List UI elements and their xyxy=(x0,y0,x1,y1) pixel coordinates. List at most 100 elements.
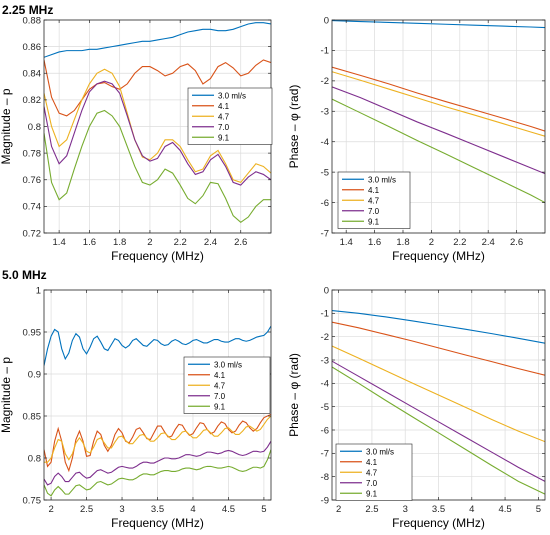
y-tick-label: -3 xyxy=(321,355,329,366)
legend-entry-1: 3.0 ml/s xyxy=(218,91,246,100)
y-axis-label: Phase – φ (rad) xyxy=(287,353,301,437)
row-title-5-0-mhz: 5.0 MHz xyxy=(2,268,47,282)
legend-entry-2: 4.1 xyxy=(366,458,378,467)
legend-entry-3: 4.7 xyxy=(214,381,226,390)
x-tick-label: 2.2 xyxy=(453,237,466,248)
y-tick-label: 0.95 xyxy=(23,327,42,338)
y-tick-label: 0.86 xyxy=(23,42,42,53)
legend-entry-2: 4.1 xyxy=(218,102,230,111)
series-line-5 xyxy=(332,366,545,495)
x-tick-label: 5 xyxy=(536,504,541,515)
x-tick-label: 2 xyxy=(336,504,341,515)
x-tick-label: 4.5 xyxy=(498,504,511,515)
y-axis-label: Magnitude – p xyxy=(0,357,13,433)
legend-entry-1: 3.0 ml/s xyxy=(366,447,394,456)
legend-entry-2: 4.1 xyxy=(214,371,226,380)
x-tick-label: 3.5 xyxy=(432,504,445,515)
y-tick-label: 0.74 xyxy=(23,202,42,213)
x-tick-label: 2.6 xyxy=(234,237,247,248)
chart-panel-2: 1.4 1.6 1.8 2 2.2 2.4 2.6 -7 -6 -5 -4 -3 -2 -1 0 Freque… xyxy=(287,15,546,263)
x-tick-label: 1.4 xyxy=(53,237,66,248)
x-axis-label: Frequency (MHz) xyxy=(111,249,204,263)
y-tick-label: -1 xyxy=(321,46,329,57)
legend: 3.0 ml/s 4.14.7 7.09.1 xyxy=(187,87,273,145)
y-tick-label: -6 xyxy=(321,198,329,209)
y-tick-label: -5 xyxy=(321,402,329,413)
y-tick-label: -8 xyxy=(321,472,329,483)
y-tick-label: -3 xyxy=(321,107,329,118)
x-tick-label: 5 xyxy=(261,504,266,515)
x-tick-label: 2.4 xyxy=(482,237,495,248)
chart-panel-4: 2 2.5 3 3.5 4 4.5 5 -9 -8 -7 -6 -5 -4 -3 -2 -1 0 Frequenc… xyxy=(287,285,546,530)
legend-entry-5: 9.1 xyxy=(218,133,230,142)
x-tick-label: 2 xyxy=(48,504,53,515)
y-tick-label: 0.78 xyxy=(23,148,42,159)
x-axis-label: Frequency (MHz) xyxy=(392,249,485,263)
x-axis-label: Frequency (MHz) xyxy=(392,516,485,530)
series-line-3 xyxy=(332,71,545,137)
series-line-4 xyxy=(44,440,271,486)
y-axis-label: Phase – φ (rad) xyxy=(287,85,301,169)
x-tick-label: 2 xyxy=(429,237,434,248)
x-tick-label: 1.8 xyxy=(396,237,409,248)
legend-entry-4: 7.0 xyxy=(366,479,378,488)
y-tick-label: 0.84 xyxy=(23,69,42,80)
y-tick-label: -4 xyxy=(321,137,329,148)
y-tick-label: -7 xyxy=(321,449,329,460)
series-line-1 xyxy=(44,22,271,58)
legend-entry-5: 9.1 xyxy=(366,489,378,498)
y-tick-label: 0.8 xyxy=(28,122,41,133)
x-tick-label: 2.5 xyxy=(80,504,93,515)
y-tick-label: -2 xyxy=(321,76,329,87)
y-tick-label: 0 xyxy=(324,285,329,296)
chart-panel-3: 2 2.5 3 3.5 4 4.5 5 0.75 0.8 0.85 0.9 0.95 1 Frequenc… xyxy=(0,285,272,530)
row-title-2-25-mhz: 2.25 MHz xyxy=(2,3,54,17)
series-line-4 xyxy=(332,86,545,175)
y-tick-label: -6 xyxy=(321,425,329,436)
x-tick-label: 2.4 xyxy=(204,237,217,248)
series-line-5 xyxy=(44,109,271,224)
y-tick-label: -1 xyxy=(321,309,329,320)
y-tick-label: 0.72 xyxy=(23,228,42,239)
y-tick-label: -9 xyxy=(321,495,329,506)
series-line-1 xyxy=(332,309,545,344)
legend-entry-1: 3.0 ml/s xyxy=(214,360,242,369)
y-tick-label: -5 xyxy=(321,167,329,178)
series-line-5 xyxy=(44,449,271,497)
x-tick-label: 4 xyxy=(190,504,195,515)
legend-entry-4: 7.0 xyxy=(368,207,380,216)
series-line-5 xyxy=(332,98,545,204)
y-tick-label: 0.88 xyxy=(23,15,42,26)
y-tick-label: 0.8 xyxy=(28,453,41,464)
legend: 3.0 ml/s 4.14.7 7.09.1 xyxy=(183,356,271,414)
series-line-1 xyxy=(332,20,545,29)
series-line-3 xyxy=(44,415,271,463)
legend: 3.0 ml/s 4.14.7 7.09.1 xyxy=(335,443,413,501)
y-tick-label: 0.76 xyxy=(23,175,42,186)
legend-entry-3: 4.7 xyxy=(218,112,230,121)
y-tick-label: 0.82 xyxy=(23,95,42,106)
y-tick-label: 0 xyxy=(324,15,329,26)
x-tick-label: 3 xyxy=(119,504,124,515)
legend-entry-3: 4.7 xyxy=(366,468,378,477)
x-tick-label: 3 xyxy=(403,504,408,515)
legend-entry-2: 4.1 xyxy=(368,186,380,195)
series-line-4 xyxy=(332,360,545,482)
x-tick-label: 2 xyxy=(147,237,152,248)
series-line-3 xyxy=(44,68,271,184)
series-line-3 xyxy=(332,345,545,443)
x-tick-label: 1.4 xyxy=(340,237,353,248)
y-tick-label: -2 xyxy=(321,332,329,343)
x-tick-label: 2.6 xyxy=(510,237,523,248)
legend-entry-4: 7.0 xyxy=(214,392,226,401)
legend-entry-5: 9.1 xyxy=(214,402,226,411)
legend-entry-4: 7.0 xyxy=(218,123,230,132)
legend-entry-5: 9.1 xyxy=(368,217,380,226)
series-line-2 xyxy=(332,66,545,132)
series-line-1 xyxy=(44,325,271,366)
y-tick-label: 0.85 xyxy=(23,411,42,422)
legend-entry-1: 3.0 ml/s xyxy=(368,175,396,184)
x-tick-label: 2.2 xyxy=(174,237,187,248)
y-tick-label: 0.75 xyxy=(23,495,42,506)
